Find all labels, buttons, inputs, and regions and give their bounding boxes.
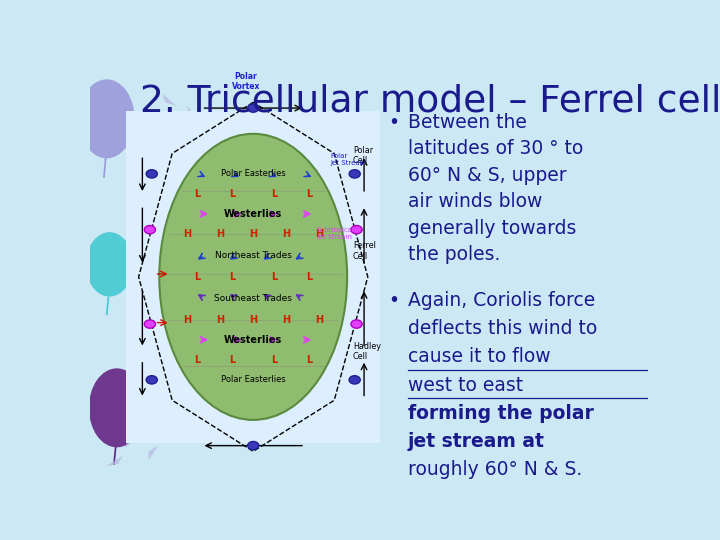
Text: cause it to flow: cause it to flow <box>408 347 551 366</box>
Text: •: • <box>389 291 400 310</box>
Text: Between the
latitudes of 30 ° to
60° N & S, upper
air winds blow
generally towar: Between the latitudes of 30 ° to 60° N &… <box>408 113 583 264</box>
Circle shape <box>349 376 360 384</box>
Polygon shape <box>148 446 158 461</box>
Circle shape <box>351 320 362 328</box>
Circle shape <box>351 226 362 234</box>
Text: L: L <box>307 355 312 365</box>
Text: Subtropical
Jet Stream: Subtropical Jet Stream <box>317 227 355 240</box>
Text: 2. Tricellular model – Ferrel cell: 2. Tricellular model – Ferrel cell <box>140 84 720 119</box>
Text: L: L <box>271 272 277 282</box>
Text: H: H <box>282 315 290 325</box>
Ellipse shape <box>89 368 145 447</box>
Text: Southeast Trades: Southeast Trades <box>215 294 292 303</box>
Text: L: L <box>307 272 312 282</box>
Polygon shape <box>188 105 197 120</box>
Circle shape <box>248 442 258 450</box>
Polygon shape <box>125 436 140 448</box>
Text: jet stream at: jet stream at <box>408 432 545 451</box>
Text: H: H <box>216 229 225 239</box>
Text: Northeast Trades: Northeast Trades <box>215 251 292 260</box>
Text: H: H <box>315 229 323 239</box>
Circle shape <box>146 170 158 178</box>
Text: west to east: west to east <box>408 375 523 395</box>
Circle shape <box>349 170 360 178</box>
Text: deflects this wind to: deflects this wind to <box>408 319 598 338</box>
Text: L: L <box>271 189 277 199</box>
Text: L: L <box>230 189 235 199</box>
Text: Westerlies: Westerlies <box>224 335 282 345</box>
Circle shape <box>146 376 158 384</box>
Polygon shape <box>106 456 123 467</box>
Ellipse shape <box>159 134 347 420</box>
Circle shape <box>144 320 156 328</box>
Text: H: H <box>184 315 192 325</box>
Polygon shape <box>162 93 176 106</box>
Text: Polar
Vortex: Polar Vortex <box>232 71 260 91</box>
Text: H: H <box>184 229 192 239</box>
Polygon shape <box>144 157 156 172</box>
Text: Polar Easterlies: Polar Easterlies <box>221 170 286 178</box>
Text: Polar Easterlies: Polar Easterlies <box>221 375 286 384</box>
Text: Ferrel
Cell: Ferrel Cell <box>353 241 376 261</box>
FancyBboxPatch shape <box>126 111 380 443</box>
Text: H: H <box>282 229 290 239</box>
Text: H: H <box>249 315 257 325</box>
Ellipse shape <box>86 232 133 296</box>
Text: Again, Coriolis force: Again, Coriolis force <box>408 291 595 310</box>
Text: •: • <box>389 113 400 132</box>
Polygon shape <box>204 120 212 137</box>
Text: L: L <box>230 355 235 365</box>
Text: Westerlies: Westerlies <box>224 209 282 219</box>
Ellipse shape <box>78 79 135 158</box>
Text: L: L <box>194 272 200 282</box>
Text: Polar
Jet Stream: Polar Jet Stream <box>330 153 366 166</box>
Circle shape <box>144 226 156 234</box>
Text: L: L <box>271 355 277 365</box>
Text: L: L <box>307 189 312 199</box>
Text: L: L <box>230 272 235 282</box>
Polygon shape <box>160 144 174 157</box>
Text: forming the polar: forming the polar <box>408 404 594 423</box>
Circle shape <box>248 104 258 112</box>
Text: Hadley
Cell: Hadley Cell <box>353 341 381 361</box>
Text: L: L <box>194 189 200 199</box>
Text: H: H <box>249 229 257 239</box>
Text: roughly 60° N & S.: roughly 60° N & S. <box>408 461 582 480</box>
Text: Polar
Cell: Polar Cell <box>353 146 373 165</box>
Text: H: H <box>315 315 323 325</box>
Text: H: H <box>216 315 225 325</box>
Text: L: L <box>194 355 200 365</box>
